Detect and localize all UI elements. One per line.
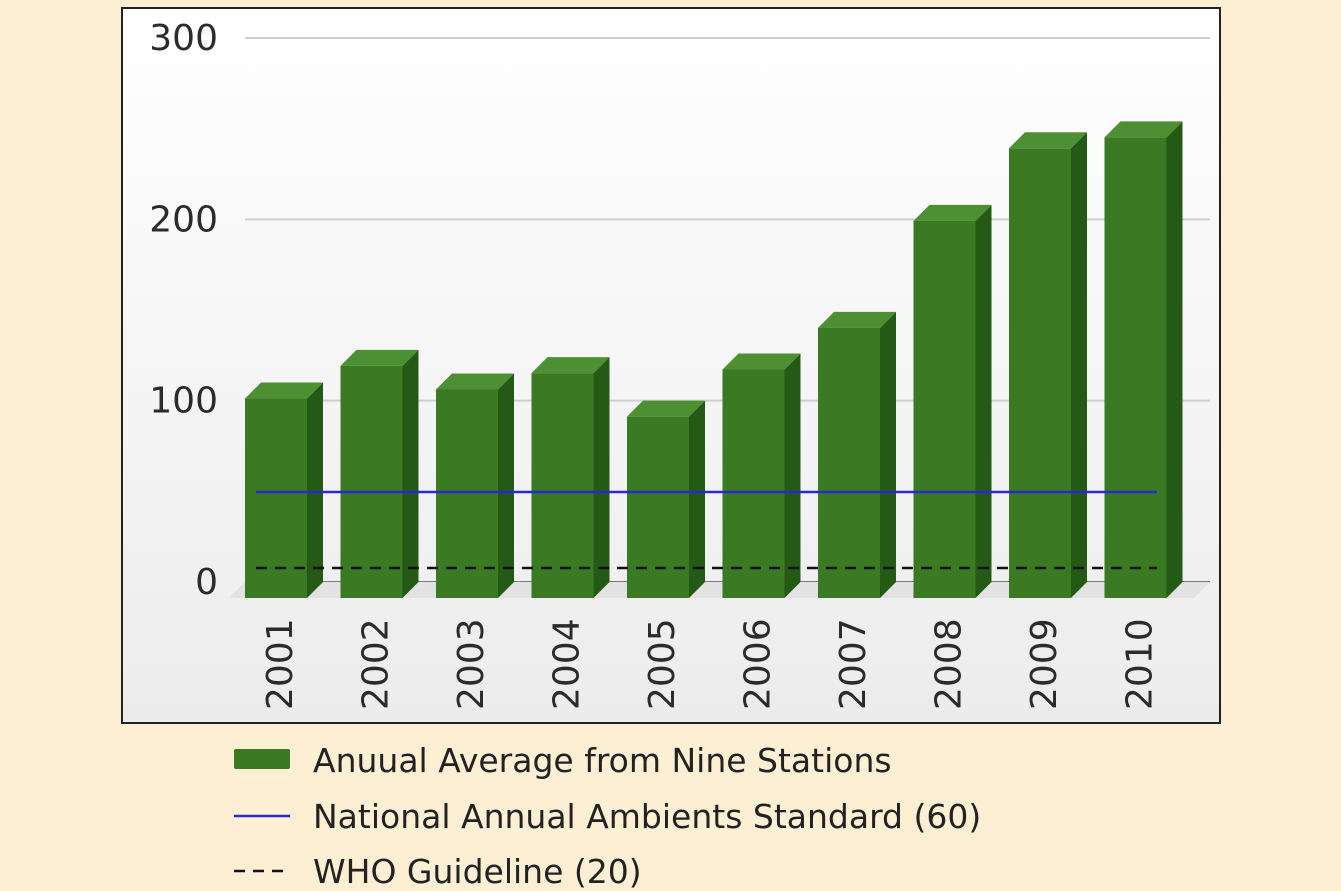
legend-label: National Annual Ambients Standard (60) [313, 797, 981, 836]
bar-top [913, 204, 992, 221]
bar-front [340, 365, 403, 598]
bar-front [1009, 148, 1071, 598]
bar-top [627, 400, 705, 417]
y-tick-label: 0 [195, 562, 218, 603]
bar-front [531, 373, 594, 598]
bar-2003 [436, 373, 514, 598]
y-tick-label: 100 [149, 381, 218, 422]
bar-front [1104, 137, 1167, 598]
bar-front [627, 416, 689, 598]
bar-front [913, 220, 976, 598]
bar-top [340, 349, 419, 366]
bar-side [784, 353, 801, 598]
bar-side [402, 349, 419, 598]
bar-side [307, 382, 323, 598]
bar-side [1071, 132, 1087, 598]
bar-top [722, 353, 801, 370]
x-tick-label: 2005 [642, 618, 683, 710]
bar-2002 [340, 349, 419, 598]
bar-2001 [245, 382, 323, 598]
bar-front [722, 369, 785, 598]
bar-top [818, 311, 896, 328]
bar-top [1009, 132, 1087, 149]
bar-2004 [531, 357, 610, 598]
bar-front [436, 389, 498, 598]
legend-item: WHO Guideline (20) [234, 852, 642, 891]
bar-side [593, 357, 610, 598]
bar-front [245, 398, 307, 598]
bar-side [880, 311, 896, 598]
legend-swatch-bar [234, 749, 290, 769]
x-tick-label: 2006 [738, 618, 779, 710]
bar-top [436, 373, 514, 390]
x-tick-label: 2002 [356, 618, 397, 710]
y-tick-label: 300 [149, 18, 218, 59]
legend-item: Anuual Average from Nine Stations [234, 741, 892, 780]
x-tick-label: 2010 [1120, 618, 1161, 710]
bar-2009 [1009, 132, 1087, 598]
x-tick-label: 2003 [451, 618, 492, 710]
bar-side [975, 204, 992, 598]
bar-top [245, 382, 323, 399]
bar-side [1166, 121, 1183, 598]
bar-2007 [818, 311, 896, 598]
bar-front [818, 327, 880, 598]
legend-label: Anuual Average from Nine Stations [313, 741, 892, 780]
bar-2010 [1104, 121, 1183, 598]
x-tick-label: 2009 [1024, 618, 1065, 710]
x-tick-label: 2007 [833, 618, 874, 710]
bar-side [498, 373, 514, 598]
bar-top [531, 357, 610, 374]
x-tick-label: 2004 [547, 618, 588, 710]
bar-top [1104, 121, 1183, 138]
legend-label: WHO Guideline (20) [313, 852, 642, 891]
y-tick-label: 200 [149, 199, 218, 240]
x-tick-label: 2008 [929, 618, 970, 710]
bar-2006 [722, 353, 801, 598]
x-tick-label: 2001 [260, 618, 301, 710]
bar-2008 [913, 204, 992, 598]
legend-item: National Annual Ambients Standard (60) [234, 797, 981, 836]
bar-side [689, 400, 705, 598]
